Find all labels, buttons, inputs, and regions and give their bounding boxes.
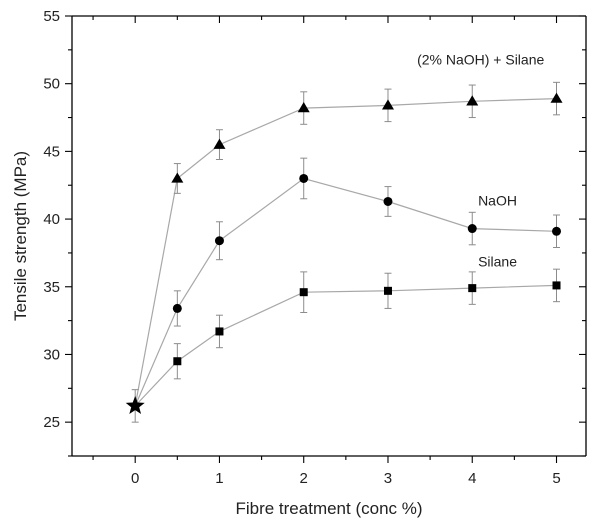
- naoh-point: [214, 236, 224, 246]
- y-tick-label: 30: [43, 346, 60, 363]
- silane-point: [552, 281, 561, 290]
- data-markers: [125, 92, 563, 414]
- silane-point: [173, 357, 182, 366]
- x-tick-label: 4: [468, 470, 476, 487]
- y-tick-label: 55: [43, 8, 60, 25]
- x-tick-label: 0: [131, 470, 139, 487]
- silane-point: [299, 288, 308, 297]
- x-tick-label: 2: [300, 470, 308, 487]
- y-axis-title: Tensile strength (MPa): [11, 151, 30, 321]
- axis-ticks: [65, 15, 586, 463]
- x-tick-label: 1: [215, 470, 223, 487]
- y-tick-label: 40: [43, 211, 60, 228]
- x-axis-title: Fibre treatment (conc %): [235, 499, 422, 518]
- 2-naoh-silane-point: [381, 99, 394, 110]
- y-tick-label: 35: [43, 279, 60, 296]
- naoh-point: [552, 226, 562, 236]
- silane-series-label: Silane: [478, 253, 517, 269]
- series-labels: (2% NaOH) + Silane NaOH Silane: [417, 52, 544, 270]
- y-tick-label: 45: [43, 143, 60, 160]
- x-tick-label: 5: [552, 470, 560, 487]
- naoh-point: [467, 224, 477, 234]
- 2-naoh-silane-point: [297, 102, 310, 113]
- silane-point: [468, 284, 477, 293]
- untreated-point: [125, 395, 145, 414]
- x-tick-label: 3: [384, 470, 392, 487]
- naoh-point: [383, 196, 393, 206]
- silane-point: [215, 327, 224, 336]
- 2-naoh-silane-point: [213, 138, 226, 149]
- 2-naoh-silane-point: [466, 95, 479, 106]
- y-tick-label: 25: [43, 414, 60, 431]
- 2-naoh-silane-point: [171, 172, 184, 183]
- 2-naoh-silane-point: [550, 92, 563, 103]
- naoh-point: [172, 303, 182, 313]
- naoh-series-label: NaOH: [478, 193, 517, 209]
- 2-naoh-silane-series-label: (2% NaOH) + Silane: [417, 52, 544, 68]
- silane-point: [383, 286, 392, 295]
- naoh-point: [299, 173, 309, 183]
- plot-frame: [71, 15, 587, 457]
- y-tick-label: 50: [43, 76, 60, 93]
